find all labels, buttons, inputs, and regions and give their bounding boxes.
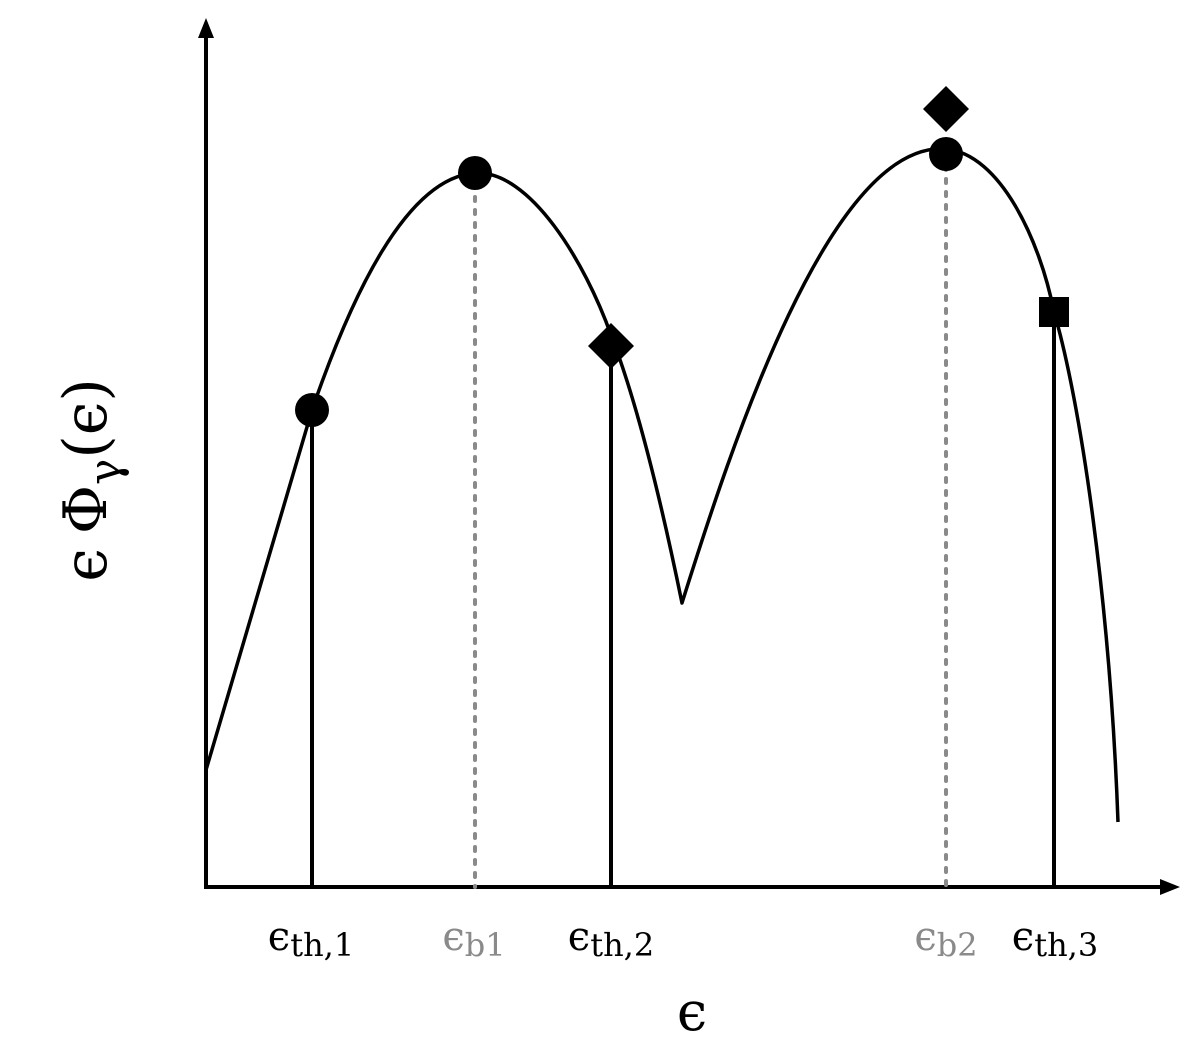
marker-circle-th1	[295, 393, 329, 427]
threshold-lines	[310, 312, 1056, 887]
tick-label-b1: ϵb1	[442, 914, 505, 964]
marker-diamond-b2	[923, 86, 969, 132]
tick-labels: ϵth,1 ϵb1 ϵth,2 ϵb2 ϵth,3	[268, 914, 1098, 964]
y-axis-label: ϵΦγ(ϵ)	[51, 378, 131, 582]
axes	[198, 18, 1180, 895]
tick-label-th1: ϵth,1	[268, 914, 354, 964]
y-axis-arrow	[198, 18, 214, 38]
peak-guides	[473, 164, 948, 889]
tick-label-th3: ϵth,3	[1012, 914, 1098, 964]
marker-diamond-th2	[588, 323, 634, 369]
marker-square-th3	[1039, 297, 1069, 327]
marker-circle-b2	[929, 137, 963, 171]
tick-label-th2: ϵth,2	[568, 914, 654, 964]
tick-label-b2: ϵb2	[914, 914, 977, 964]
x-axis-arrow	[1160, 879, 1180, 895]
x-axis-label: ϵ	[677, 980, 707, 1043]
markers	[295, 86, 1069, 427]
spectrum-curve	[204, 147, 1120, 823]
marker-circle-b1	[458, 156, 492, 190]
